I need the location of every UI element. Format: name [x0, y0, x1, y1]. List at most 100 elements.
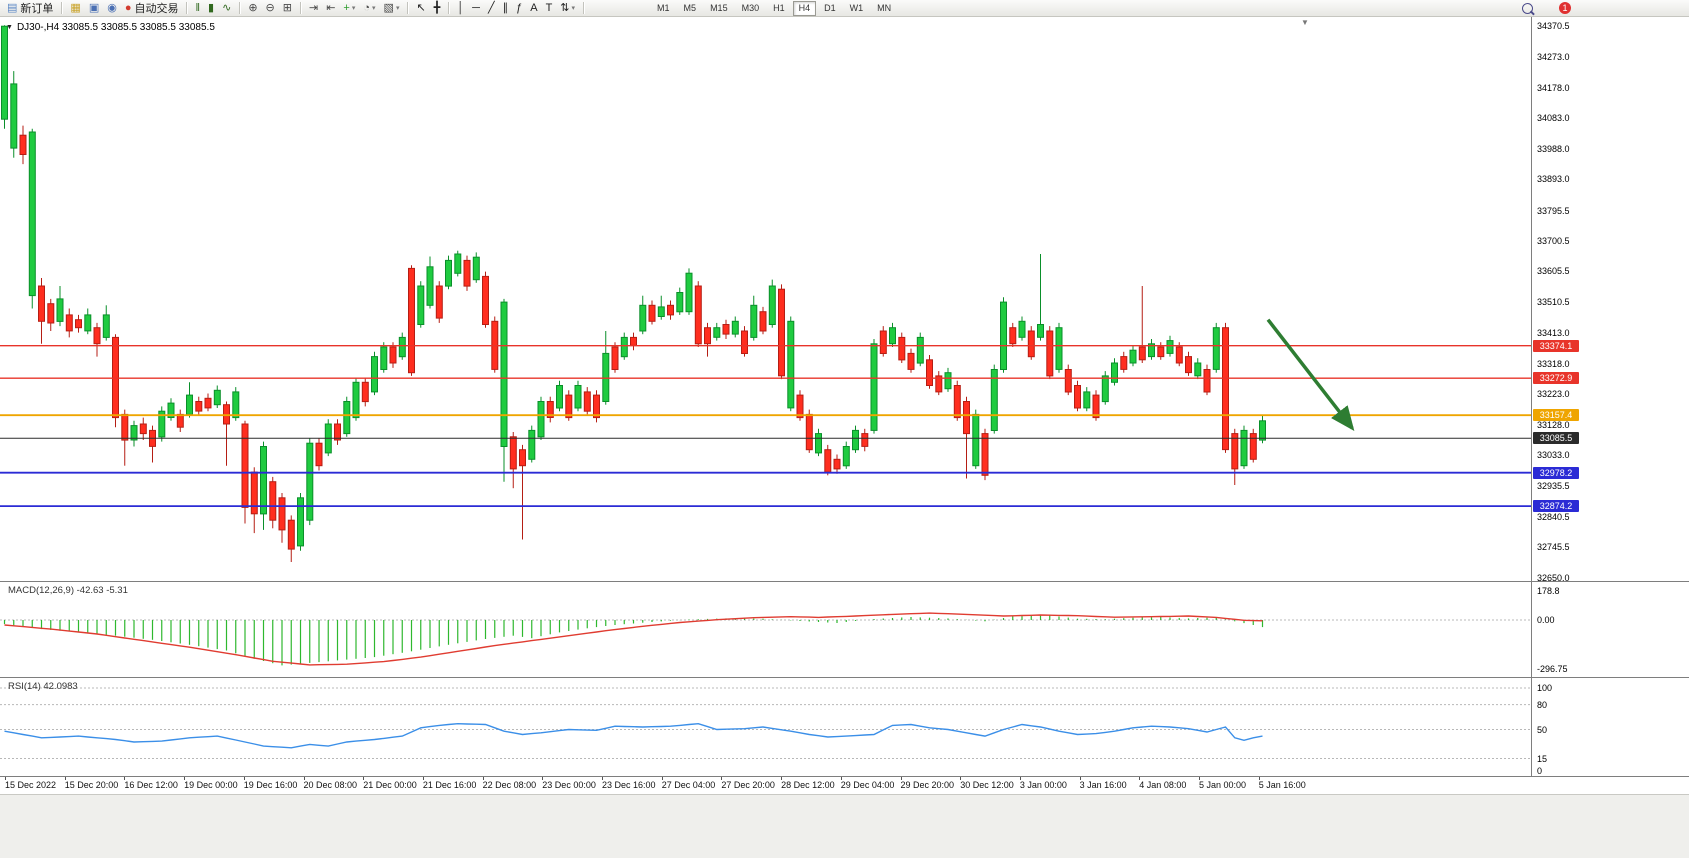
- time-axis-label: 15 Dec 2022: [5, 780, 57, 790]
- zoom-in-button[interactable]: ⊕: [244, 1, 261, 16]
- macd-panel-separator[interactable]: [0, 581, 1689, 582]
- time-axis-tick: [602, 777, 603, 780]
- macd-axis-label: -296.75: [1537, 664, 1568, 674]
- label-tool-button[interactable]: T: [542, 1, 557, 16]
- time-axis-label: 23 Dec 16:00: [602, 780, 656, 790]
- periods-icon: ◔: [363, 1, 371, 14]
- new-order-button[interactable]: ▤ 新订单: [3, 1, 57, 16]
- timeframe-h1-button[interactable]: H1: [773, 2, 785, 13]
- timeframe-m30-button[interactable]: M30: [741, 2, 760, 13]
- time-axis-label: 23 Dec 00:00: [542, 780, 596, 790]
- chart-shift-button[interactable]: ⇤: [322, 1, 339, 16]
- crosshair-icon: ╋: [433, 1, 441, 14]
- price-axis-label: 33510.5: [1537, 296, 1570, 307]
- timeframe-m1-button[interactable]: M1: [657, 2, 670, 13]
- dropdown-arrow-icon: ▾: [571, 5, 576, 12]
- fibonacci-tool-button[interactable]: ƒ: [512, 1, 526, 16]
- notification-badge[interactable]: 1: [1559, 2, 1571, 14]
- arrows-tool-button[interactable]: ⇅ ▾: [556, 1, 579, 16]
- toolbar-separator: [448, 2, 450, 14]
- trade-panel-toggle-icon[interactable]: ▼: [6, 24, 13, 31]
- label-icon: T: [545, 1, 553, 14]
- time-axis-tick: [542, 777, 544, 780]
- price-level-tag: 32874.2: [1533, 500, 1579, 513]
- price-level-tag: 33374.1: [1533, 339, 1579, 352]
- toolbar-separator: [61, 2, 63, 14]
- periods-button[interactable]: ◔ ▾: [359, 1, 379, 16]
- rsi-axis-label: 0: [1537, 766, 1543, 776]
- macd-panel-canvas[interactable]: [0, 582, 1531, 677]
- tile-windows-button[interactable]: ⊞: [279, 1, 296, 16]
- search-icon[interactable]: [1522, 2, 1533, 14]
- timeframe-m15-button[interactable]: M15: [710, 2, 728, 13]
- time-axis-tick: [5, 777, 6, 780]
- autotrading-button[interactable]: ● 自动交易: [121, 1, 183, 16]
- price-axis-label: 34178.0: [1537, 82, 1570, 93]
- time-axis-label: 19 Dec 00:00: [184, 780, 238, 790]
- price-scale-separator[interactable]: [1531, 17, 1532, 794]
- toolbar-right-group: 1: [1522, 2, 1571, 14]
- timeframe-w1-button[interactable]: W1: [849, 2, 864, 13]
- timeframe-mn-button[interactable]: MN: [877, 2, 892, 13]
- timeframe-d1-button[interactable]: D1: [824, 2, 836, 13]
- price-axis-label: 34083.0: [1537, 113, 1570, 124]
- auto-scroll-button[interactable]: ⇥: [305, 1, 322, 16]
- templates-icon: ▧: [383, 1, 394, 14]
- time-axis-tick: [482, 777, 484, 780]
- price-chart-canvas[interactable]: [0, 17, 1531, 581]
- text-tool-button[interactable]: A: [526, 1, 541, 16]
- chart-shift-icon: ⇤: [326, 1, 336, 14]
- profiles-button[interactable]: ▣: [85, 1, 103, 16]
- dropdown-arrow-icon: ▾: [351, 5, 356, 12]
- time-axis-tick: [781, 777, 783, 780]
- zoom-out-icon: ⊖: [265, 1, 275, 14]
- price-axis-label: 33893.0: [1537, 174, 1570, 185]
- price-axis-label: 34370.5: [1537, 21, 1570, 31]
- alerts-button[interactable]: ◉: [103, 1, 121, 16]
- time-axis-tick: [1258, 777, 1260, 780]
- crosshair-tool-button[interactable]: ╋: [430, 1, 445, 16]
- indicators-button[interactable]: + ▾: [339, 1, 359, 16]
- templates-button[interactable]: ▧ ▾: [380, 1, 404, 16]
- price-axis-label: 32650.0: [1537, 573, 1570, 583]
- charts-button[interactable]: ▦: [66, 1, 84, 16]
- time-axis-label: 4 Jan 08:00: [1139, 780, 1187, 790]
- rsi-indicator-label: RSI(14) 42.0983: [8, 681, 78, 692]
- time-axis-label: 28 Dec 12:00: [781, 780, 835, 790]
- window-bottom-area: [0, 794, 1689, 858]
- zoom-out-button[interactable]: ⊖: [262, 1, 279, 16]
- line-chart-button[interactable]: ∿: [218, 1, 235, 16]
- rsi-panel-canvas[interactable]: [0, 678, 1531, 776]
- candlestick-button[interactable]: ▮: [204, 1, 218, 16]
- bar-chart-button[interactable]: ǁ: [191, 1, 204, 16]
- time-axis-tick: [243, 777, 245, 780]
- macd-axis-label: 0.00: [1537, 615, 1555, 625]
- time-axis-tick: [124, 777, 126, 780]
- time-axis[interactable]: [0, 777, 1689, 794]
- price-axis-label: 33795.5: [1537, 205, 1570, 216]
- price-axis-label: 33988.0: [1537, 143, 1570, 154]
- trendline-tool-button[interactable]: ╱: [484, 1, 499, 16]
- price-axis-label: 33128.0: [1537, 419, 1570, 430]
- tile-windows-icon: ⊞: [282, 1, 292, 14]
- chart-shift-marker-icon[interactable]: ▼: [1301, 18, 1309, 27]
- time-axis-label: 29 Dec 04:00: [840, 780, 895, 790]
- autotrading-button-label: 自动交易: [134, 3, 179, 15]
- vertical-line-tool-button[interactable]: │: [453, 1, 468, 16]
- timeframe-m5-button[interactable]: M5: [683, 2, 697, 13]
- cursor-tool-button[interactable]: ↖: [412, 1, 429, 16]
- time-axis-tick: [900, 777, 902, 780]
- channel-tool-button[interactable]: ∥: [499, 1, 513, 16]
- alerts-icon: ◉: [107, 1, 117, 14]
- horizontal-line-tool-button[interactable]: ─: [468, 1, 484, 16]
- fibonacci-icon: ƒ: [516, 1, 523, 14]
- trend-arrow-annotation[interactable]: [1266, 318, 1355, 431]
- toolbar-buttons: ▤ 新订单 ▦ ▣ ◉ ● 自动交易 ǁ ▮ ∿ ⊕ ⊖ ⊞ ⇥ ⇤ + ▾ ◔ ▾ ▧ ▾ ↖ ╋ │ ─ ╱ ∥ ƒ A T ⇅ ▾: [3, 1, 588, 16]
- horizontal-level-lines[interactable]: [0, 345, 1531, 508]
- text-icon: A: [530, 1, 538, 14]
- time-axis-label: 27 Dec 04:00: [661, 780, 716, 790]
- toolbar-separator: [407, 2, 409, 14]
- rsi-panel-separator[interactable]: [0, 677, 1689, 678]
- zoom-in-icon: ⊕: [248, 1, 258, 14]
- timeframe-h4-button[interactable]: H4: [792, 0, 817, 16]
